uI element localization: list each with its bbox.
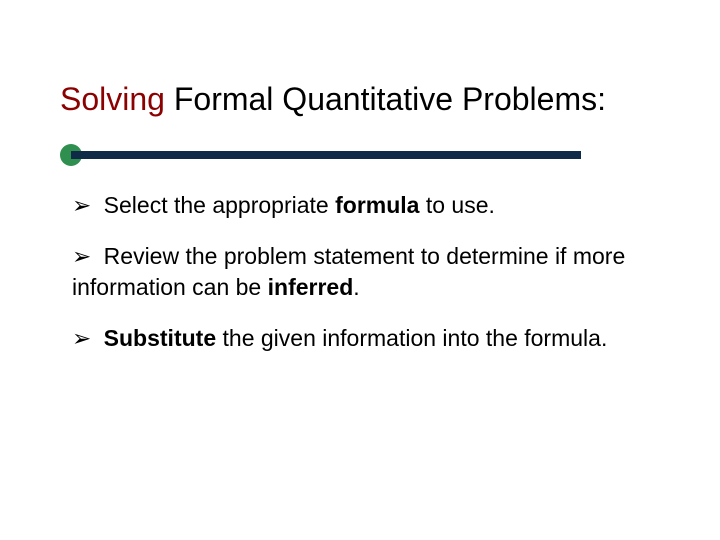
title-divider <box>60 144 620 174</box>
bullet-bold: inferred <box>268 274 354 300</box>
bullet-item-1: ➢ Select the appropriate formula to use. <box>72 190 670 221</box>
bullet-bold: formula <box>335 192 419 218</box>
bullet-arrow-icon: ➢ <box>72 190 91 221</box>
divider-bar <box>71 151 581 159</box>
title-word-solving: Solving <box>60 81 165 117</box>
bullet-item-3: ➢ Substitute the given information into … <box>72 323 670 354</box>
bullet-bold: Substitute <box>104 325 216 351</box>
title-region: Solving Formal Quantitative Problems: <box>60 80 680 118</box>
slide: Solving Formal Quantitative Problems: ➢ … <box>0 0 720 540</box>
title-rest: Formal Quantitative Problems: <box>165 81 606 117</box>
content-region: ➢ Select the appropriate formula to use.… <box>72 190 670 374</box>
bullet-text: to use. <box>419 192 494 218</box>
bullet-text: the given information into the formula. <box>216 325 607 351</box>
bullet-item-2: ➢ Review the problem statement to determ… <box>72 241 670 303</box>
bullet-text: . <box>353 274 359 300</box>
slide-title: Solving Formal Quantitative Problems: <box>60 80 680 118</box>
bullet-text: Select the appropriate <box>97 192 335 218</box>
bullet-arrow-icon: ➢ <box>72 323 91 354</box>
bullet-arrow-icon: ➢ <box>72 241 91 272</box>
